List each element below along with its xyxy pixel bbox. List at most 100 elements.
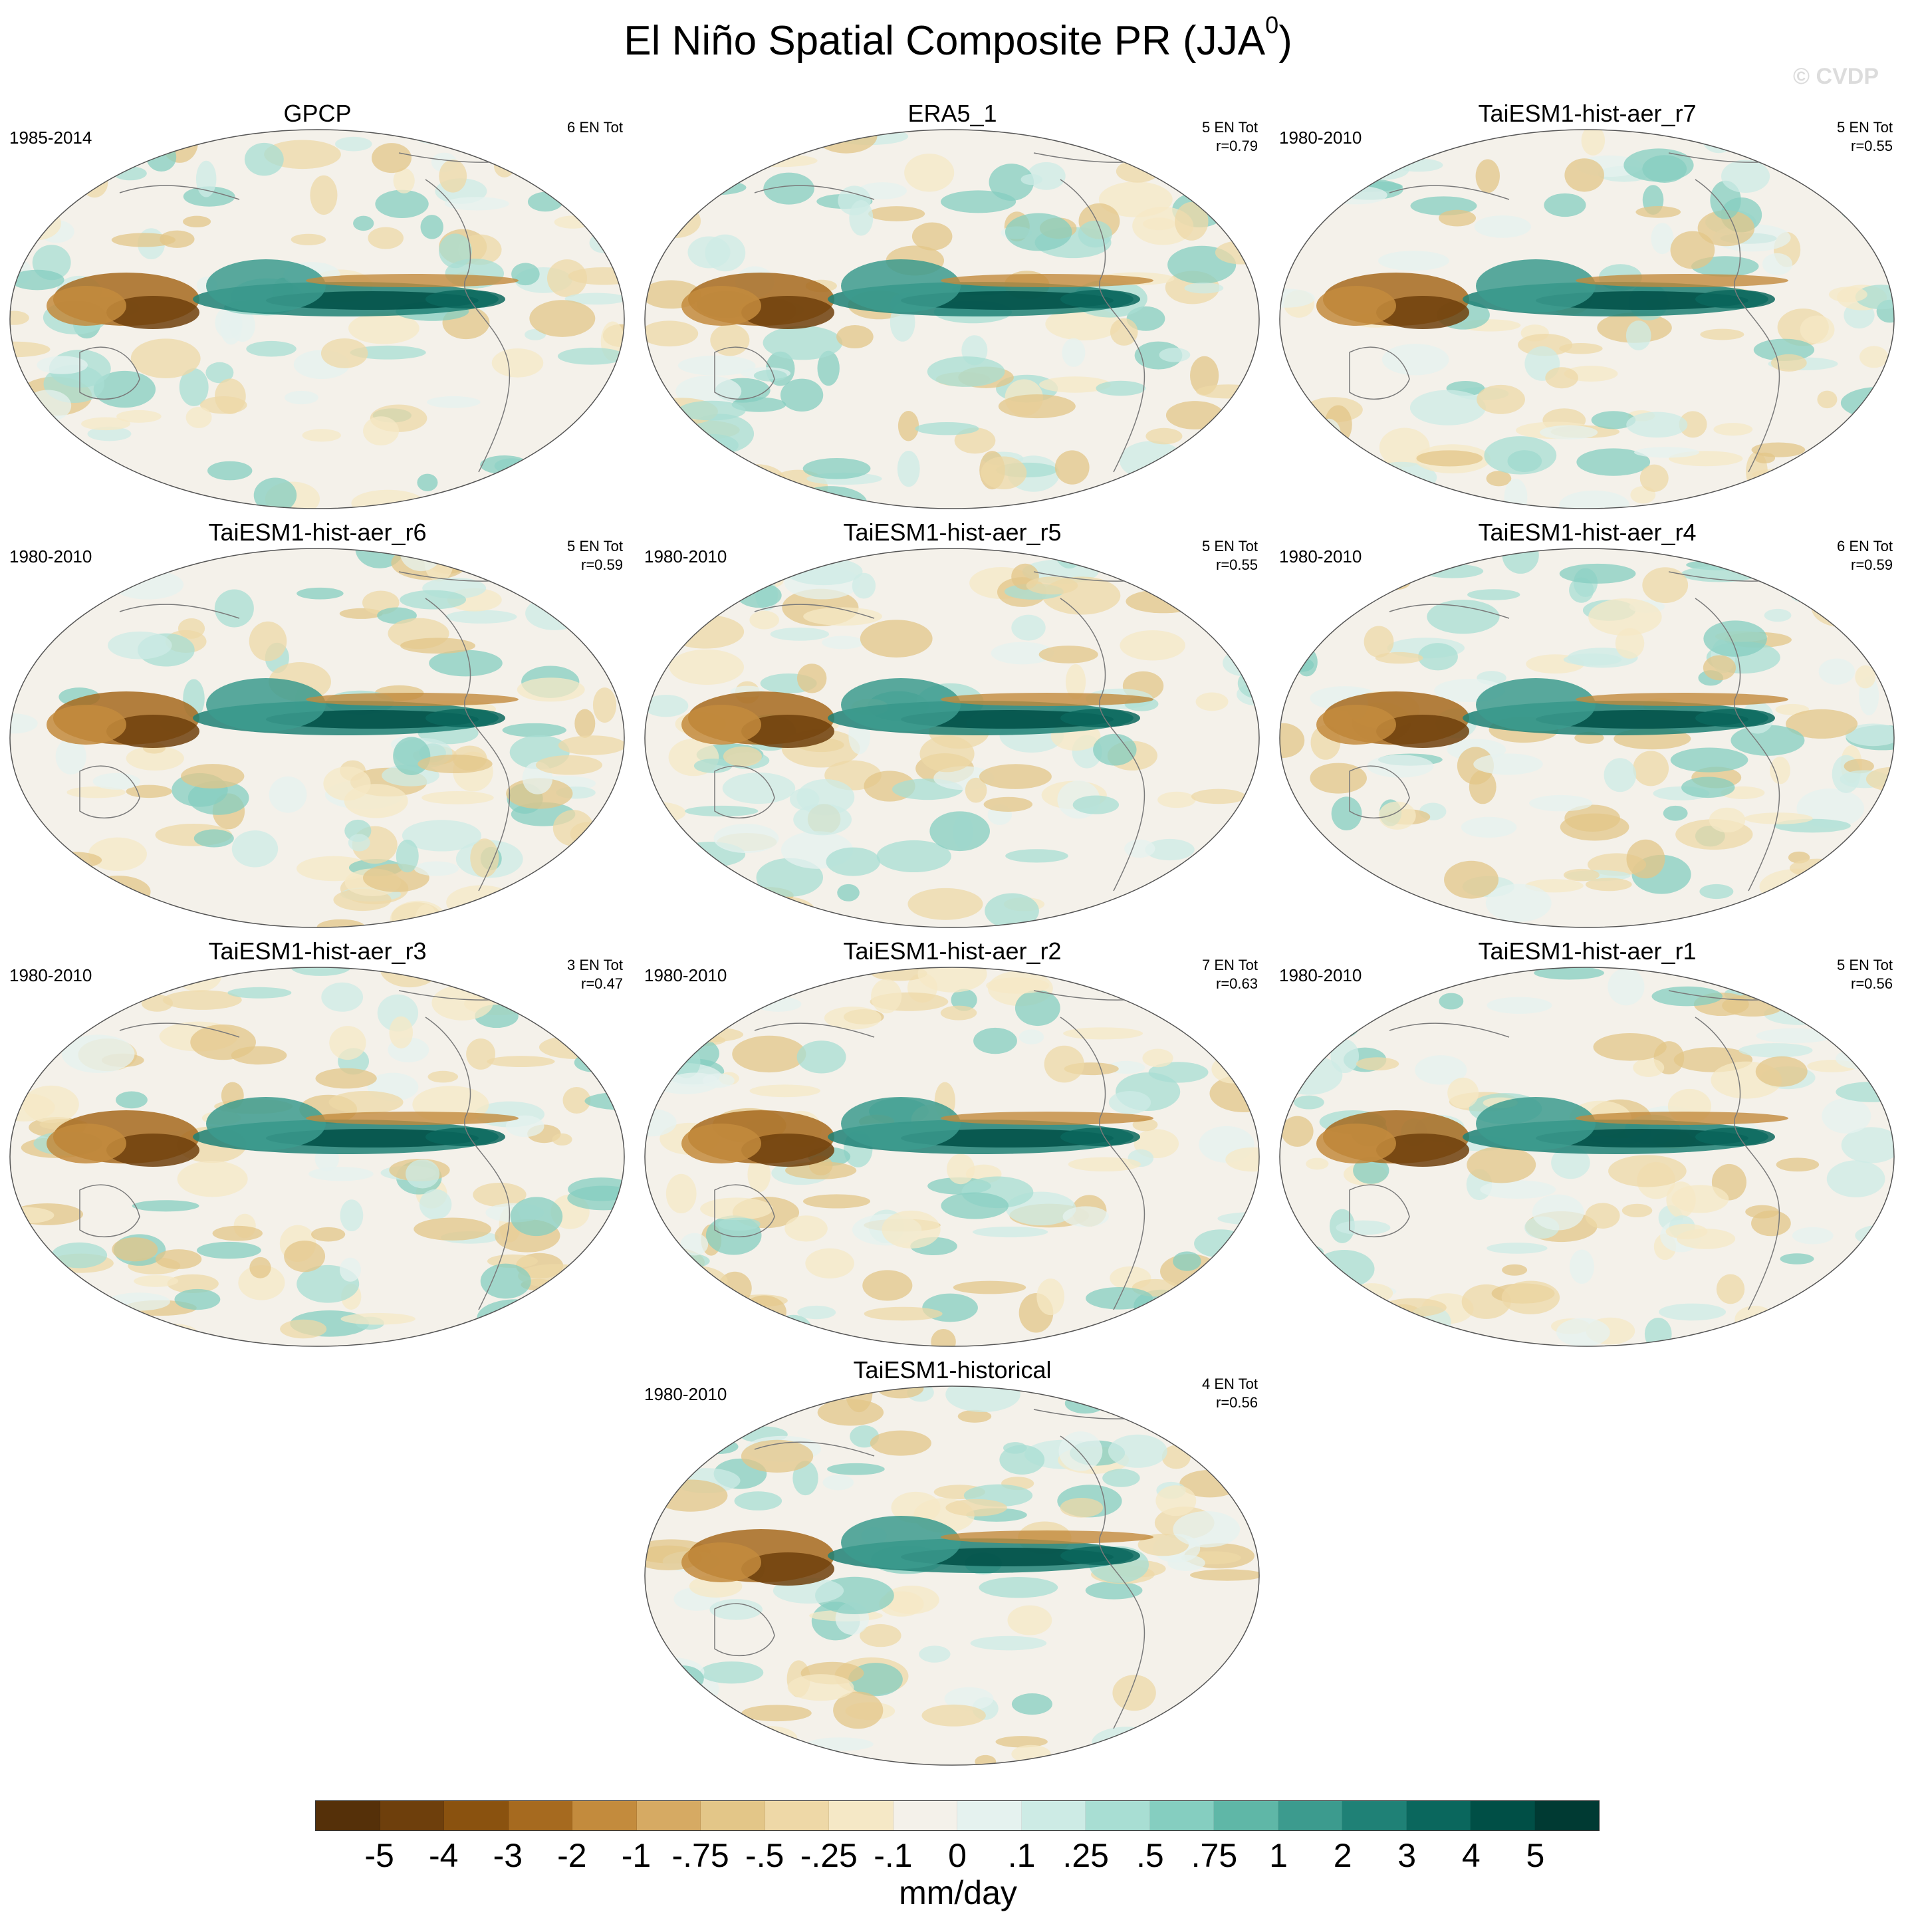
map-globe: [9, 967, 625, 1347]
globe-outline: [9, 967, 625, 1347]
map-panel: TaiESM1-historical 1980-2010 4 EN Tot r=…: [635, 1356, 1270, 1768]
coastline: [714, 571, 1154, 892]
map-globe: [9, 548, 625, 928]
panel-stats: 3 EN Tot r=0.47: [567, 956, 623, 993]
panel-years: 1980-2010: [644, 965, 727, 985]
colorbar-tick-label: -3: [493, 1837, 523, 1874]
panel-stats: 4 EN Tot r=0.56: [1202, 1375, 1258, 1412]
panel-title: TaiESM1-hist-aer_r6: [208, 519, 427, 546]
colorbar-swatch: [1149, 1801, 1214, 1830]
panel-event-count: 5 EN Tot: [1202, 538, 1258, 554]
map-panel: TaiESM1-hist-aer_r4 1980-2010 6 EN Tot r…: [1270, 519, 1905, 931]
panel-title: TaiESM1-hist-aer_r2: [843, 937, 1062, 965]
map-globe: [1279, 129, 1895, 509]
map-globe: [644, 129, 1260, 509]
panel-correlation: r=0.55: [1216, 556, 1258, 573]
globe-outline: [644, 129, 1260, 509]
colorbar-swatch: [572, 1801, 637, 1830]
colorbar-swatch: [829, 1801, 894, 1830]
anomaly-field: [1280, 967, 1894, 1346]
map-panel: ERA5_1 5 EN Tot r=0.79: [635, 100, 1270, 512]
colorbar-swatch: [1406, 1801, 1471, 1830]
panel-correlation: r=0.47: [581, 975, 623, 992]
panel-years: 1985-2014: [9, 128, 92, 148]
panel-stats: 6 EN Tot r=0.59: [1837, 537, 1893, 574]
panel-title: TaiESM1-hist-aer_r5: [843, 519, 1062, 546]
panel-event-count: 5 EN Tot: [1837, 957, 1893, 973]
coastline: [79, 152, 519, 473]
colorbar-swatch: [1021, 1801, 1086, 1830]
panel-event-count: 5 EN Tot: [567, 538, 623, 554]
colorbar-tick-label: 5: [1526, 1837, 1545, 1874]
colorbar-tick-label: -1: [621, 1837, 652, 1874]
panel-correlation: r=0.59: [581, 556, 623, 573]
colorbar-swatch: [1086, 1801, 1150, 1830]
panel-correlation: r=0.79: [1216, 138, 1258, 154]
panel-title: TaiESM1-hist-aer_r1: [1478, 937, 1697, 965]
globe-outline: [644, 548, 1260, 928]
panel-stats: 5 EN Tot r=0.59: [567, 537, 623, 574]
panel-years: 1980-2010: [1279, 965, 1362, 985]
panel-correlation: r=0.63: [1216, 975, 1258, 992]
colorbar-tick-label: 3: [1397, 1837, 1417, 1874]
map-panel: TaiESM1-hist-aer_r5 1980-2010 5 EN Tot r…: [635, 519, 1270, 931]
map-panel: TaiESM1-hist-aer_r1 1980-2010 5 EN Tot r…: [1270, 937, 1905, 1350]
colorbar-swatch: [1471, 1801, 1535, 1830]
cvdp-watermark: © CVDP: [1793, 64, 1879, 89]
panel-correlation: r=0.56: [1851, 975, 1893, 992]
panel-years: 1980-2010: [9, 546, 92, 566]
panel-years: 1980-2010: [1279, 128, 1362, 148]
panel-stats: 5 EN Tot r=0.55: [1202, 537, 1258, 574]
map-globe: [1279, 967, 1895, 1347]
globe-outline: [9, 548, 625, 928]
anomaly-field: [1280, 548, 1894, 927]
coastline: [714, 990, 1154, 1310]
panel-correlation: r=0.55: [1851, 138, 1893, 154]
colorbar-tick-label: 2: [1333, 1837, 1352, 1874]
colorbar-tick-label: -.25: [800, 1837, 858, 1874]
panel-event-count: 5 EN Tot: [1202, 119, 1258, 136]
colorbar-swatch: [701, 1801, 765, 1830]
map-globe: [1279, 548, 1895, 928]
colorbar: [315, 1800, 1600, 1831]
colorbar-units: mm/day: [899, 1874, 1017, 1911]
colorbar-tick-label: 1: [1269, 1837, 1288, 1874]
map-panel: TaiESM1-hist-aer_r2 1980-2010 7 EN Tot r…: [635, 937, 1270, 1350]
map-panel: TaiESM1-hist-aer_r7 1980-2010 5 EN Tot r…: [1270, 100, 1905, 512]
panel-event-count: 6 EN Tot: [1837, 538, 1893, 554]
colorbar-swatch: [957, 1801, 1022, 1830]
panel-stats: 5 EN Tot r=0.79: [1202, 118, 1258, 156]
colorbar-tick-label: .1: [1007, 1837, 1036, 1874]
map-panel: TaiESM1-hist-aer_r6 1980-2010 5 EN Tot r…: [0, 519, 635, 931]
colorbar-swatch: [444, 1801, 509, 1830]
coastline: [1349, 990, 1789, 1310]
panel-event-count: 5 EN Tot: [1837, 119, 1893, 136]
colorbar-tick-label: .75: [1191, 1837, 1238, 1874]
coastline: [79, 990, 519, 1310]
panel-title: GPCP: [283, 100, 352, 127]
anomaly-field: [1280, 130, 1894, 509]
colorbar-swatch: [636, 1801, 701, 1830]
map-globe: [9, 129, 625, 509]
colorbar-tick-label: 0: [948, 1837, 967, 1874]
panel-event-count: 7 EN Tot: [1202, 957, 1258, 973]
globe-outline: [1279, 129, 1895, 509]
globe-outline: [9, 129, 625, 509]
colorbar-tick-label: 4: [1461, 1837, 1481, 1874]
panel-years: 1980-2010: [644, 1384, 727, 1404]
panel-event-count: 3 EN Tot: [567, 957, 623, 973]
panel-stats: 7 EN Tot r=0.63: [1202, 956, 1258, 993]
globe-outline: [644, 967, 1260, 1347]
map-globe: [644, 1386, 1260, 1766]
colorbar-tick-label: -.1: [874, 1837, 913, 1874]
colorbar-tick-label: -4: [428, 1837, 459, 1874]
colorbar-tick-label: -.75: [671, 1837, 729, 1874]
panel-event-count: 4 EN Tot: [1202, 1376, 1258, 1392]
panel-title: TaiESM1-hist-aer_r7: [1478, 100, 1697, 127]
colorbar-swatch: [380, 1801, 444, 1830]
coastline: [79, 571, 519, 892]
colorbar-swatch: [1278, 1801, 1342, 1830]
colorbar-swatch: [1342, 1801, 1407, 1830]
map-panel: GPCP 1985-2014 6 EN Tot: [0, 100, 635, 512]
colorbar-tick-label: .5: [1136, 1837, 1164, 1874]
